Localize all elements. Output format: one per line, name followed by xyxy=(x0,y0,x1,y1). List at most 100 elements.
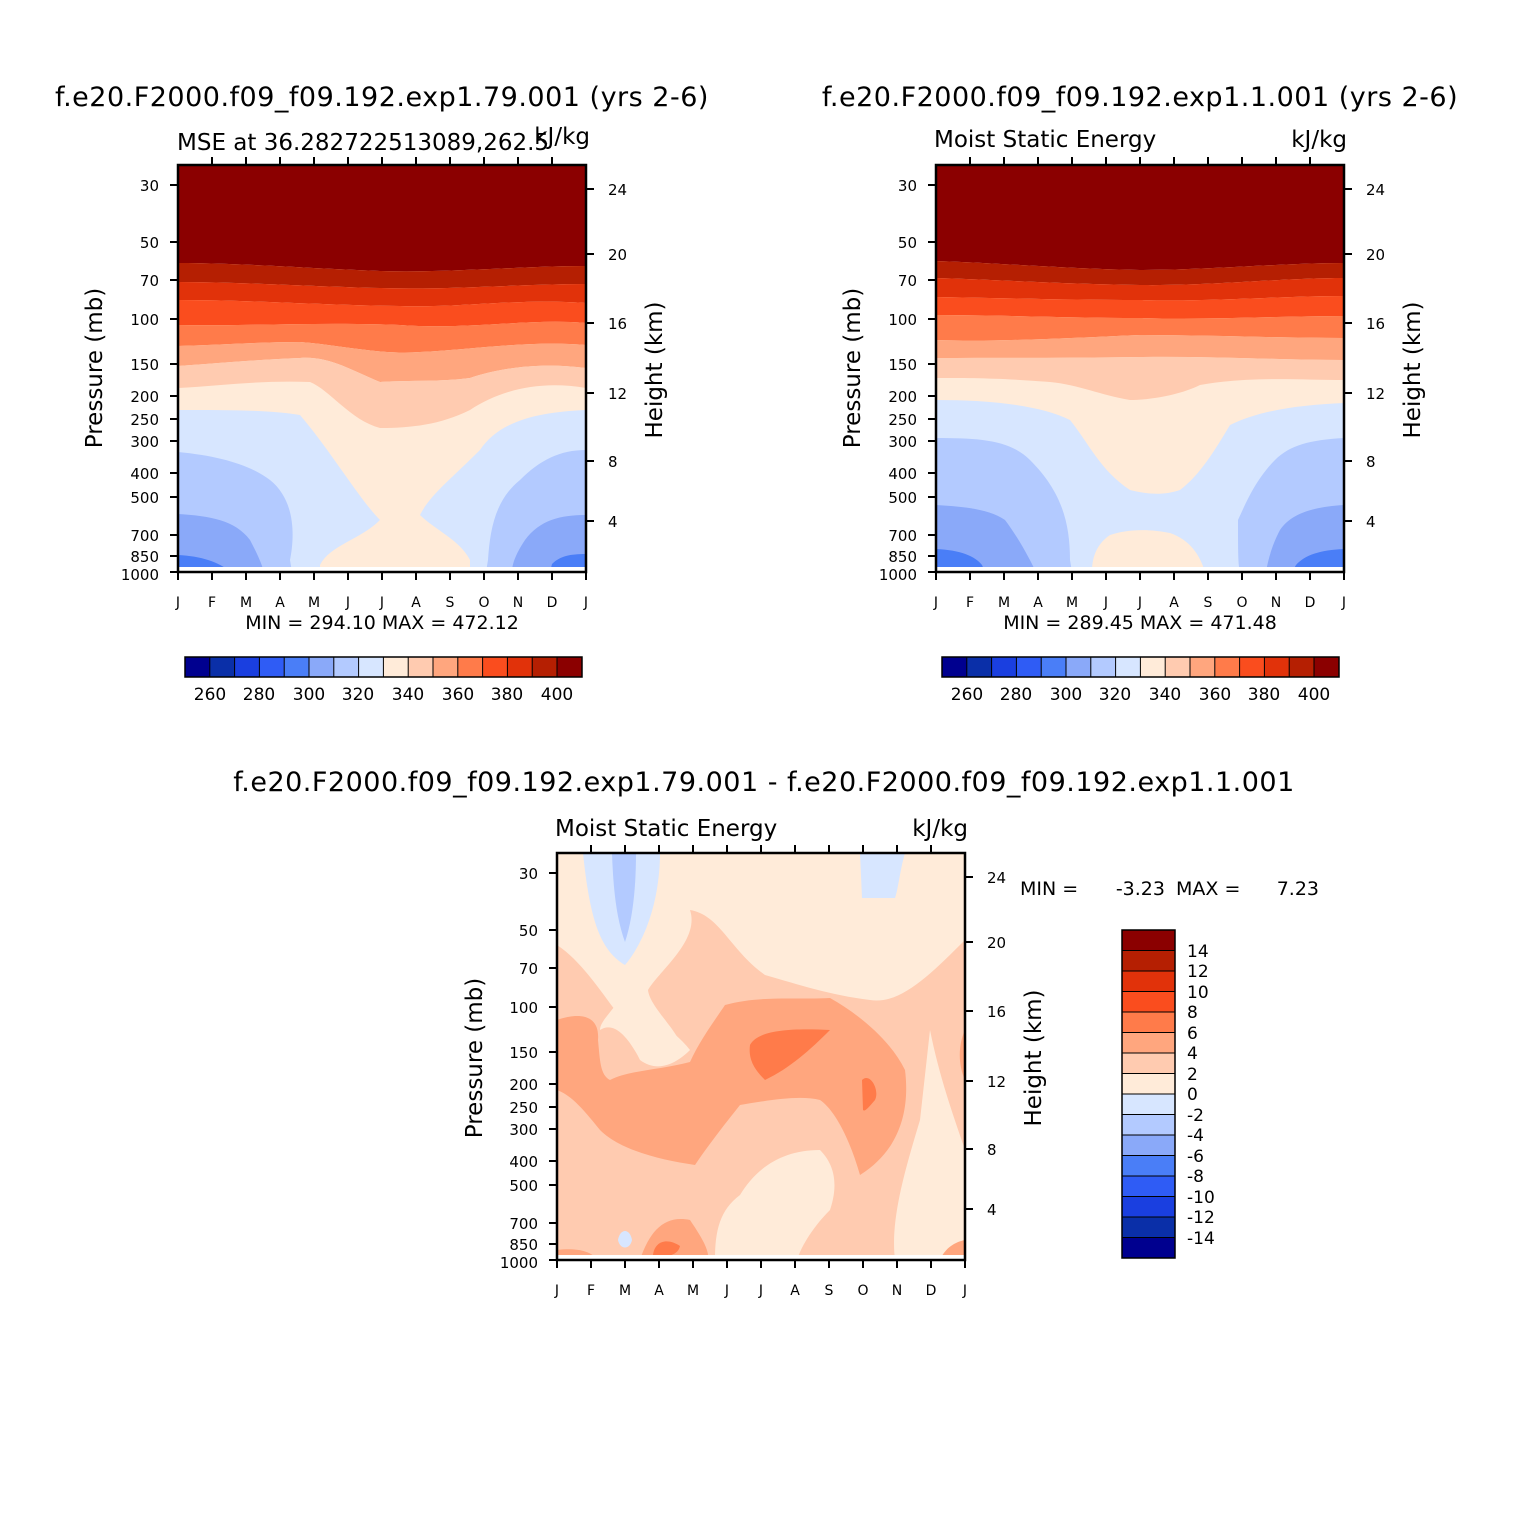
panel-left-ytick: 50 xyxy=(140,234,159,252)
panel-left: f.e20.F2000.f09_f09.192.exp1.79.001 (yrs… xyxy=(55,82,709,705)
panel-diff-ytick: 700 xyxy=(509,1215,538,1233)
panel-diff-colorbar: 14 12 10 8 6 4 2 0 -2 -4 -6 -8 -10 -12 -… xyxy=(1121,929,1215,1259)
colorbar-swatch xyxy=(457,657,483,677)
mse-band-330 xyxy=(178,357,586,428)
colorbar-swatch xyxy=(1122,950,1175,971)
colorbar-swatch xyxy=(209,657,235,677)
panel-left-xtick: D xyxy=(547,595,558,611)
panel-right-ytick: 400 xyxy=(888,465,917,483)
colorbar-label: 14 xyxy=(1187,942,1209,962)
panel-left-subtitle: MSE at 36.282722513089,262.5 xyxy=(177,130,549,156)
panel-left-xtick: J xyxy=(175,595,180,611)
mse-band-380 xyxy=(178,263,586,289)
colorbar-label: 400 xyxy=(541,685,573,705)
colorbar-swatch xyxy=(1122,1155,1175,1176)
colorbar-label: 6 xyxy=(1187,1024,1198,1044)
panel-left-ytick: 400 xyxy=(130,465,159,483)
panel-diff-xtick: N xyxy=(892,1283,902,1299)
panel-right-ytick-right: 8 xyxy=(1366,453,1376,471)
colorbar-swatch xyxy=(1190,657,1215,677)
diff-band-0-2-right xyxy=(894,1030,965,1260)
panel-diff-title: f.e20.F2000.f09_f09.192.exp1.79.001 - f.… xyxy=(233,767,1295,798)
panel-left-ytick: 200 xyxy=(130,388,159,406)
mse-band-360 xyxy=(178,300,586,327)
colorbar-label: -8 xyxy=(1187,1167,1204,1187)
panel-right: f.e20.F2000.f09_f09.192.exp1.1.001 (yrs … xyxy=(822,82,1458,705)
colorbar-swatch xyxy=(1122,1196,1175,1217)
colorbar-swatch xyxy=(1122,1094,1175,1115)
colorbar-swatch xyxy=(1239,657,1265,677)
panel-left-xtick: N xyxy=(513,595,523,611)
colorbar-swatch xyxy=(234,657,260,677)
diff-band-6-8 xyxy=(653,1029,877,1257)
panel-diff-ytick: 100 xyxy=(509,999,538,1017)
panel-left-title: f.e20.F2000.f09_f09.192.exp1.79.001 (yrs… xyxy=(55,82,709,113)
panel-right-ytick: 70 xyxy=(898,272,917,290)
colorbar-label: 340 xyxy=(392,685,424,705)
colorbar-swatch xyxy=(1214,657,1240,677)
colorbar-label: 380 xyxy=(491,685,523,705)
panel-diff-ytick: 200 xyxy=(509,1076,538,1094)
panel-left-xtick: S xyxy=(446,595,455,611)
panel-left-ytick: 250 xyxy=(130,411,159,429)
panel-diff-subtitle: Moist Static Energy xyxy=(555,816,777,842)
colorbar-swatch xyxy=(942,657,967,677)
mse-band-370 xyxy=(936,278,1344,301)
panel-diff-ytick: 250 xyxy=(509,1099,538,1117)
panel-right-xtick: F xyxy=(966,595,974,611)
colorbar-swatch xyxy=(1122,1217,1175,1238)
panel-right-bottom-ticks xyxy=(935,572,1345,580)
panel-diff-ytick-right: 8 xyxy=(987,1141,997,1159)
panel-right-xtick: A xyxy=(1033,595,1043,611)
colorbar-label: 280 xyxy=(1000,685,1032,705)
colorbar-swatch xyxy=(433,657,458,677)
colorbar-label: 12 xyxy=(1187,962,1209,982)
panel-right-title: f.e20.F2000.f09_f09.192.exp1.1.001 (yrs … xyxy=(822,82,1458,113)
colorbar-label: 8 xyxy=(1187,1003,1198,1023)
colorbar-swatch xyxy=(507,657,533,677)
colorbar-swatch xyxy=(1115,657,1141,677)
panel-right-xtick: M xyxy=(1066,595,1078,611)
panel-left-units: kJ/kg xyxy=(534,124,590,150)
colorbar-swatch xyxy=(1314,657,1339,677)
panel-diff-right-ticks xyxy=(965,876,973,1210)
panel-diff-xtick: O xyxy=(857,1283,868,1299)
colorbar-swatch xyxy=(1122,1114,1175,1135)
colorbar-swatch xyxy=(1140,657,1166,677)
colorbar-swatch xyxy=(557,657,582,677)
panel-diff-ytick: 850 xyxy=(509,1236,538,1254)
colorbar-label: 360 xyxy=(1199,685,1231,705)
panel-diff-ylabel-right: Height (km) xyxy=(1021,989,1047,1126)
panel-left-ytick: 30 xyxy=(140,177,159,195)
panel-left-xtick: M xyxy=(308,595,320,611)
panel-left-ytick: 850 xyxy=(130,548,159,566)
mse-band-310 xyxy=(936,438,1344,572)
panel-diff-xtick: M xyxy=(619,1283,631,1299)
colorbar-label: -2 xyxy=(1187,1106,1204,1126)
panel-left-ytick-right: 24 xyxy=(608,181,627,199)
panel-left-ylabel-right: Height (km) xyxy=(642,301,668,438)
panel-left-xtick: A xyxy=(411,595,421,611)
panel-diff-ytick: 400 xyxy=(509,1153,538,1171)
panel-diff-bottom-ticks xyxy=(556,1260,966,1268)
panel-diff-stats-min-value: -3.23 xyxy=(1116,878,1165,900)
colorbar-swatch xyxy=(1122,1135,1175,1156)
panel-left-top-ticks xyxy=(211,157,553,165)
mse-band-390 xyxy=(178,165,586,272)
panel-left-bottom-ticks xyxy=(177,572,587,580)
panel-left-stats: MIN = 294.10 MAX = 472.12 xyxy=(245,612,519,634)
panel-right-xtick: M xyxy=(998,595,1010,611)
mse-band-370 xyxy=(178,282,586,307)
panel-left-ylabel: Pressure (mb) xyxy=(82,288,108,448)
panel-diff-xtick: J xyxy=(724,1283,729,1299)
panel-left-ytick: 100 xyxy=(130,311,159,329)
panel-diff-stats-max-value: 7.23 xyxy=(1277,878,1319,900)
colorbar-swatch xyxy=(1041,657,1066,677)
panel-left-xtick: J xyxy=(379,595,384,611)
colorbar-label: 320 xyxy=(1099,685,1131,705)
colorbar-label: 280 xyxy=(243,685,275,705)
colorbar-label: 340 xyxy=(1149,685,1181,705)
panel-diff-field xyxy=(557,853,965,1260)
panel-diff-top-ticks xyxy=(590,845,932,853)
diff-band-0-2-bottom xyxy=(715,1150,835,1260)
